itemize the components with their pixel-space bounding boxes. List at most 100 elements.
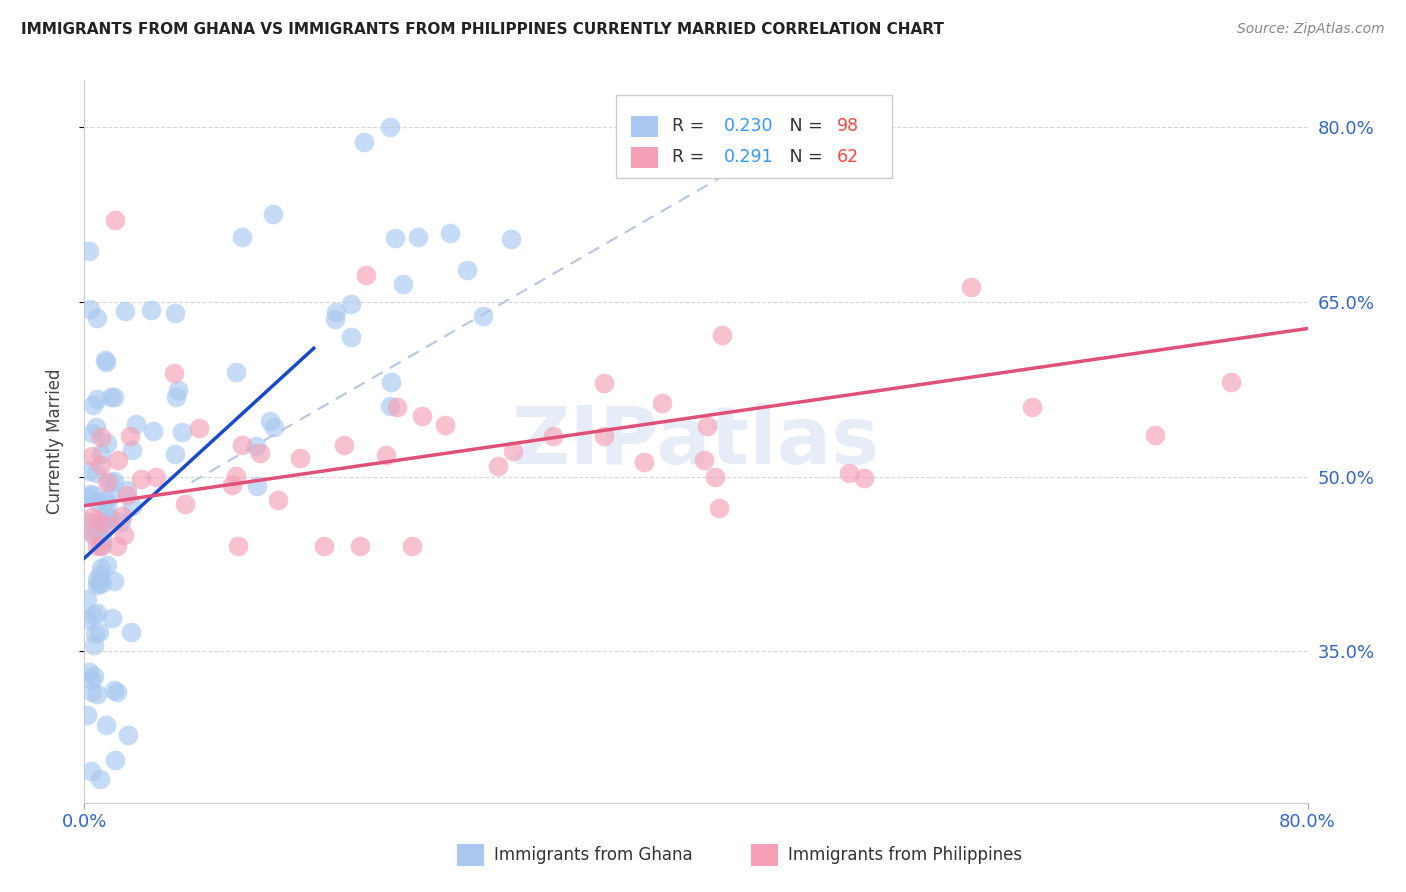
Point <box>77 244 100 259</box>
Bar <box>631 147 658 169</box>
Point <box>267 493 290 508</box>
Point <box>711 328 734 343</box>
Text: R =: R = <box>672 117 709 135</box>
Point <box>121 442 143 457</box>
Point <box>80 685 103 699</box>
Point <box>225 468 247 483</box>
Point <box>245 439 267 453</box>
Point <box>76 490 98 504</box>
Point <box>96 436 118 450</box>
Text: R =: R = <box>672 148 709 166</box>
Point <box>114 304 136 318</box>
Text: 0.230: 0.230 <box>724 117 773 135</box>
Point <box>187 421 209 435</box>
Point <box>592 428 614 442</box>
Text: N =: N = <box>773 117 828 135</box>
Point <box>91 575 114 590</box>
Point <box>1143 428 1166 442</box>
Bar <box>751 844 778 865</box>
Point <box>86 512 108 526</box>
Point <box>486 459 509 474</box>
Point <box>96 475 118 489</box>
Point <box>82 607 104 622</box>
Point <box>259 414 281 428</box>
Point <box>120 428 142 442</box>
Point <box>97 518 120 533</box>
Point <box>100 488 122 502</box>
Bar <box>631 116 658 137</box>
Point <box>90 430 112 444</box>
Point <box>84 420 107 434</box>
Text: Source: ZipAtlas.com: Source: ZipAtlas.com <box>1237 22 1385 37</box>
Point <box>104 213 127 227</box>
Point <box>163 447 186 461</box>
Text: 98: 98 <box>837 117 859 135</box>
Text: IMMIGRANTS FROM GHANA VS IMMIGRANTS FROM PHILIPPINES CURRENTLY MARRIED CORRELATI: IMMIGRANTS FROM GHANA VS IMMIGRANTS FROM… <box>21 22 943 37</box>
Point <box>89 772 111 787</box>
Point <box>354 268 377 283</box>
Point <box>339 296 361 310</box>
Point <box>121 499 143 513</box>
Point <box>76 612 98 626</box>
Point <box>333 438 356 452</box>
Point <box>103 574 125 588</box>
Point <box>117 728 139 742</box>
Point <box>105 540 128 554</box>
Point <box>249 446 271 460</box>
Point <box>83 627 105 641</box>
Point <box>103 682 125 697</box>
Point <box>111 508 134 523</box>
Point <box>76 708 98 723</box>
Point <box>174 497 197 511</box>
Point <box>693 452 716 467</box>
Point <box>262 207 284 221</box>
Point <box>110 515 132 529</box>
Point <box>76 515 98 529</box>
Point <box>226 540 249 554</box>
Point <box>80 673 103 688</box>
Point <box>246 479 269 493</box>
Point <box>703 470 725 484</box>
Point <box>90 561 112 575</box>
Point <box>98 475 121 489</box>
Point <box>76 592 98 607</box>
Point <box>80 510 103 524</box>
Point <box>142 424 165 438</box>
Point <box>86 540 108 554</box>
Point <box>406 229 429 244</box>
Point <box>325 305 347 319</box>
Point <box>82 488 104 502</box>
Point <box>592 376 614 390</box>
Point <box>107 685 129 699</box>
Point <box>79 487 101 501</box>
Point <box>471 309 494 323</box>
Point <box>103 475 125 489</box>
Point <box>651 396 673 410</box>
Point <box>104 754 127 768</box>
Point <box>80 449 103 463</box>
Point <box>231 229 253 244</box>
Point <box>107 453 129 467</box>
Point <box>391 277 413 291</box>
Point <box>86 606 108 620</box>
Point <box>696 418 718 433</box>
Point <box>1220 376 1243 390</box>
Point <box>89 625 111 640</box>
Point <box>90 458 112 472</box>
Point <box>378 120 401 134</box>
Point <box>96 509 118 524</box>
Point <box>231 438 253 452</box>
Point <box>433 418 456 433</box>
Point <box>103 390 125 404</box>
Point <box>93 352 115 367</box>
Point <box>90 531 112 545</box>
Point <box>378 399 401 413</box>
Point <box>170 425 193 439</box>
Text: N =: N = <box>773 148 828 166</box>
Point <box>96 558 118 573</box>
Point <box>100 390 122 404</box>
Point <box>84 466 107 480</box>
Point <box>340 329 363 343</box>
Point <box>325 312 347 326</box>
Text: Immigrants from Ghana: Immigrants from Ghana <box>494 846 693 863</box>
